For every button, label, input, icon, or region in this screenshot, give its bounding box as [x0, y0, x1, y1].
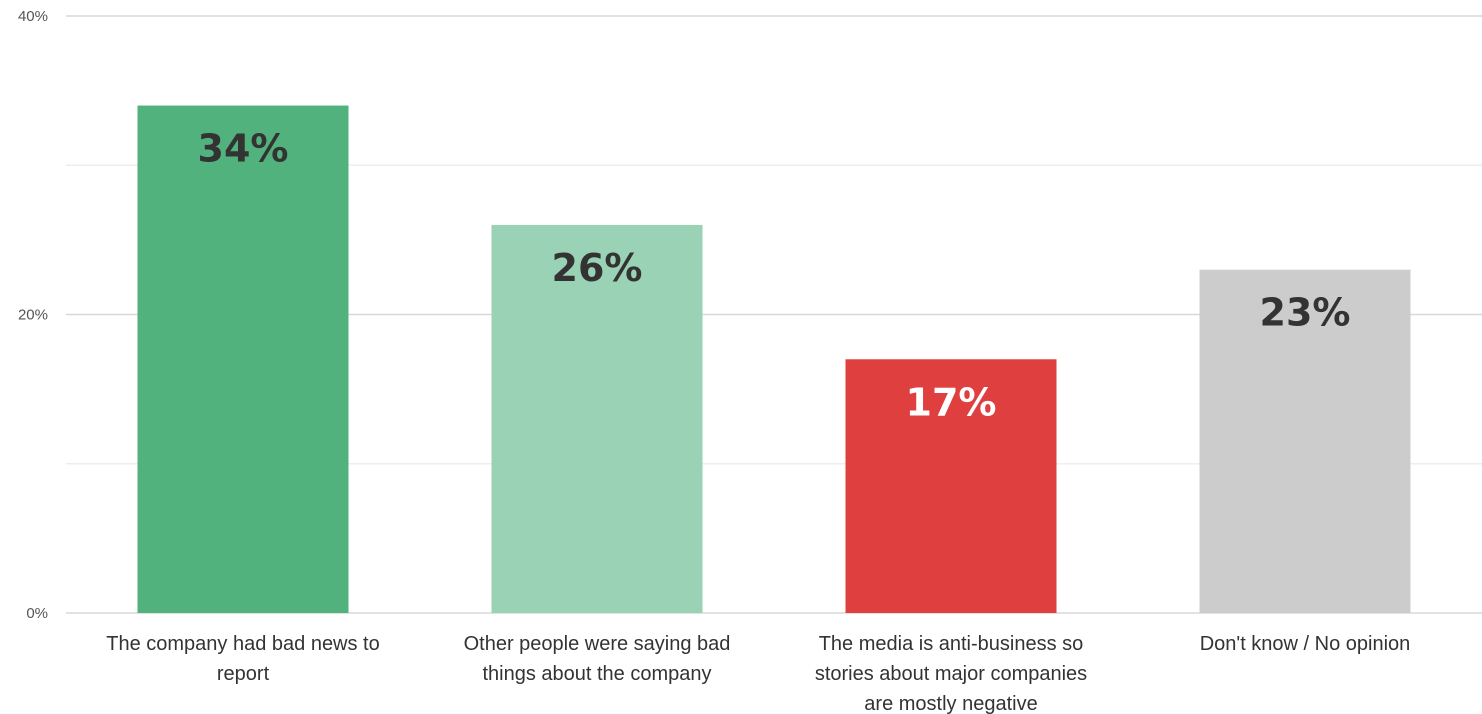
bar-value-label-3: 23%: [1260, 291, 1351, 335]
category-label-line: report: [217, 663, 270, 685]
category-label-2: The media is anti-business so stories abo…: [815, 633, 1087, 714]
bars: [137, 105, 1411, 614]
category-label-1: Other people were saying bad things about…: [464, 633, 731, 685]
bar-1: [491, 224, 703, 613]
category-label-line: stories about major companies: [815, 663, 1087, 685]
category-label-line: Other people were saying bad: [464, 633, 731, 655]
bar-value-label-1: 26%: [552, 246, 643, 290]
category-label-line: The media is anti-business so: [819, 633, 1084, 655]
y-tick-label-1: 20%: [18, 307, 48, 324]
bar-value-labels: 34% 26% 17% 23%: [198, 127, 1351, 425]
x-axis-category-labels: The company had bad news to report Other p…: [106, 633, 1410, 714]
bar-value-label-2: 17%: [906, 380, 997, 424]
bar-value-label-0: 34%: [198, 127, 289, 171]
bar-2: [845, 359, 1057, 613]
category-label-line: are mostly negative: [864, 693, 1037, 714]
category-label-line: The company had bad news to: [106, 633, 380, 655]
category-label-line: Don't know / No opinion: [1200, 633, 1411, 655]
bar-0: [137, 105, 349, 614]
category-label-line: things about the company: [482, 663, 711, 685]
y-axis-ticks: 0% 20% 40%: [18, 8, 48, 622]
y-tick-label-0: 0%: [26, 605, 48, 622]
category-label-3: Don't know / No opinion: [1200, 633, 1411, 655]
category-label-0: The company had bad news to report: [106, 633, 380, 685]
bar-3: [1199, 269, 1411, 613]
y-tick-label-2: 40%: [18, 8, 48, 25]
